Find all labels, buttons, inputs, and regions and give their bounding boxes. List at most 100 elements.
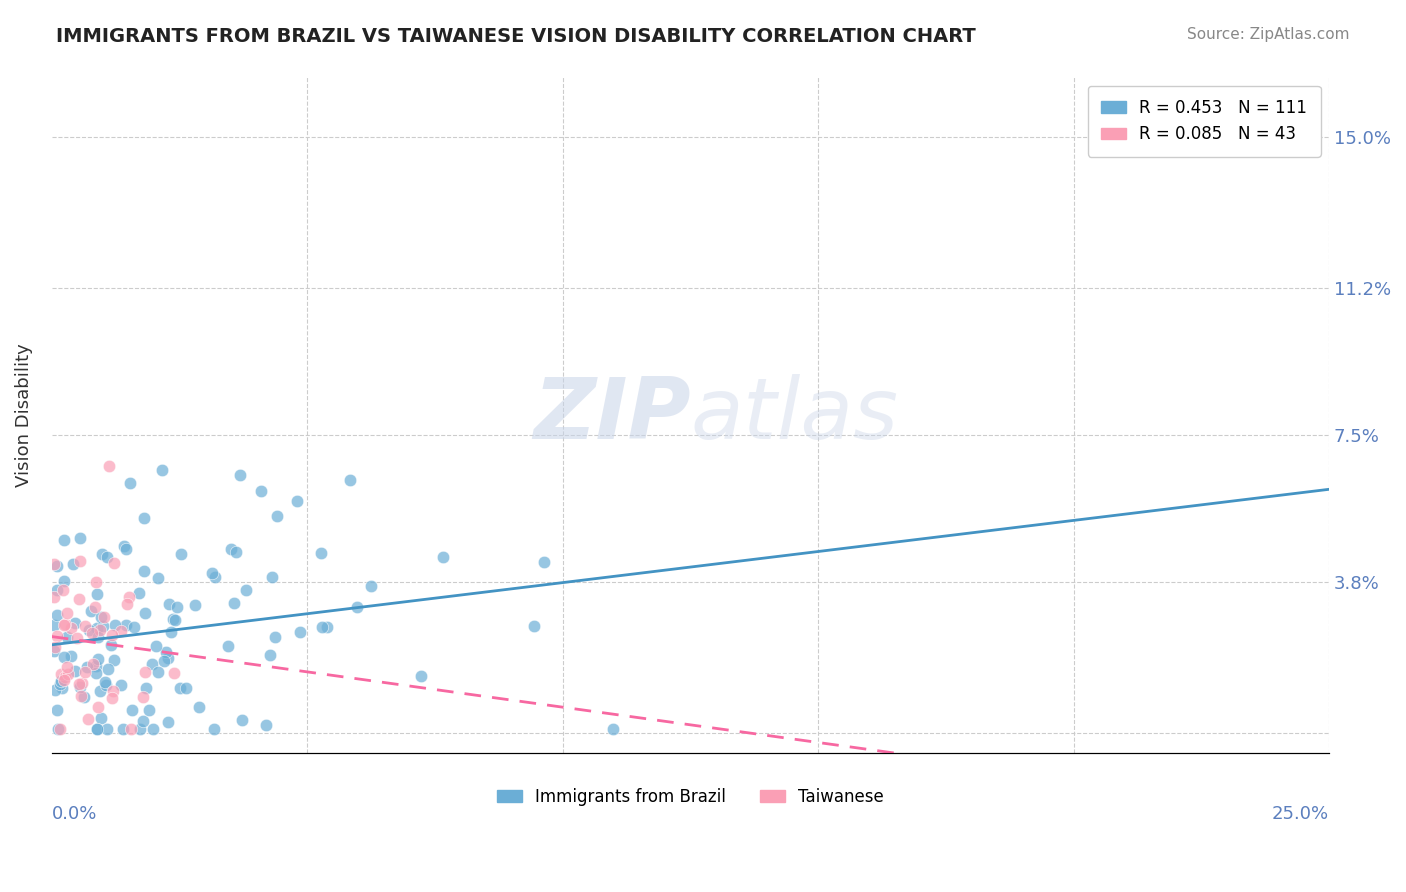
Point [100, 638, 122, 652]
Point [409, 669, 432, 683]
Point [56, 606, 79, 620]
Point [229, 468, 252, 483]
Point [131, 690, 153, 705]
Point [53, 574, 76, 589]
Point [89, 623, 111, 637]
Point [264, 630, 287, 644]
Point [44, 640, 66, 655]
Point [346, 600, 368, 615]
Point [121, 703, 143, 717]
Point [101, 628, 124, 642]
Point [155, 645, 177, 659]
Point [86, 722, 108, 736]
Point [235, 582, 257, 597]
Point [145, 639, 167, 653]
Point [70, 689, 93, 703]
Point [287, 494, 309, 508]
Point [52, 533, 75, 547]
Point [602, 722, 624, 736]
Point [309, 546, 332, 560]
Point [122, 620, 145, 634]
Point [153, 654, 176, 668]
Point [103, 653, 125, 667]
Point [115, 617, 138, 632]
Point [118, 476, 141, 491]
Point [146, 665, 169, 679]
Point [52, 618, 75, 632]
Point [112, 722, 135, 736]
Point [259, 648, 281, 662]
Point [56, 667, 79, 681]
Point [162, 612, 184, 626]
Point [134, 606, 156, 620]
Point [94, 678, 117, 692]
Point [56, 630, 79, 644]
Point [70, 676, 93, 690]
Text: ZIP: ZIP [533, 374, 690, 457]
Point [49, 667, 72, 681]
Point [104, 618, 127, 632]
Point [86, 587, 108, 601]
Point [118, 591, 141, 605]
Point [69, 676, 91, 690]
Point [159, 625, 181, 640]
Point [66, 632, 89, 646]
Point [77, 712, 100, 726]
Point [87, 630, 110, 644]
Point [45, 702, 67, 716]
Point [217, 640, 239, 654]
Point [73, 690, 96, 705]
Point [163, 613, 186, 627]
Point [288, 624, 311, 639]
Point [115, 541, 138, 556]
Point [86, 722, 108, 736]
Point [231, 713, 253, 727]
Point [84, 665, 107, 680]
Point [142, 722, 165, 736]
Point [45, 629, 67, 643]
Point [49, 677, 72, 691]
Point [339, 473, 361, 487]
Point [84, 574, 107, 589]
Point [148, 571, 170, 585]
Point [90, 711, 112, 725]
Point [53, 673, 76, 687]
Point [533, 556, 555, 570]
Text: IMMIGRANTS FROM BRAZIL VS TAIWANESE VISION DISABILITY CORRELATION CHART: IMMIGRANTS FROM BRAZIL VS TAIWANESE VISI… [56, 27, 976, 45]
Point [51, 681, 73, 696]
Point [79, 603, 101, 617]
Point [360, 578, 382, 592]
Point [46, 558, 69, 573]
Point [82, 657, 104, 672]
Point [75, 665, 97, 679]
Point [53, 670, 76, 684]
Point [67, 592, 90, 607]
Point [49, 673, 72, 688]
Point [170, 547, 193, 561]
Point [90, 610, 112, 624]
Point [45, 607, 67, 622]
Point [157, 714, 180, 729]
Point [75, 619, 97, 633]
Point [96, 722, 118, 736]
Point [150, 463, 173, 477]
Point [114, 539, 136, 553]
Point [97, 662, 120, 676]
Point [69, 680, 91, 694]
Point [225, 545, 247, 559]
Point [201, 566, 224, 580]
Point [523, 619, 546, 633]
Point [101, 684, 124, 698]
Point [260, 569, 283, 583]
Point [60, 648, 83, 663]
Point [432, 550, 454, 565]
Point [101, 690, 124, 705]
Point [157, 597, 180, 611]
Point [132, 714, 155, 728]
Point [163, 666, 186, 681]
Point [44, 643, 66, 657]
Point [77, 623, 100, 637]
Point [188, 700, 211, 714]
Point [128, 586, 150, 600]
Point [63, 615, 86, 630]
